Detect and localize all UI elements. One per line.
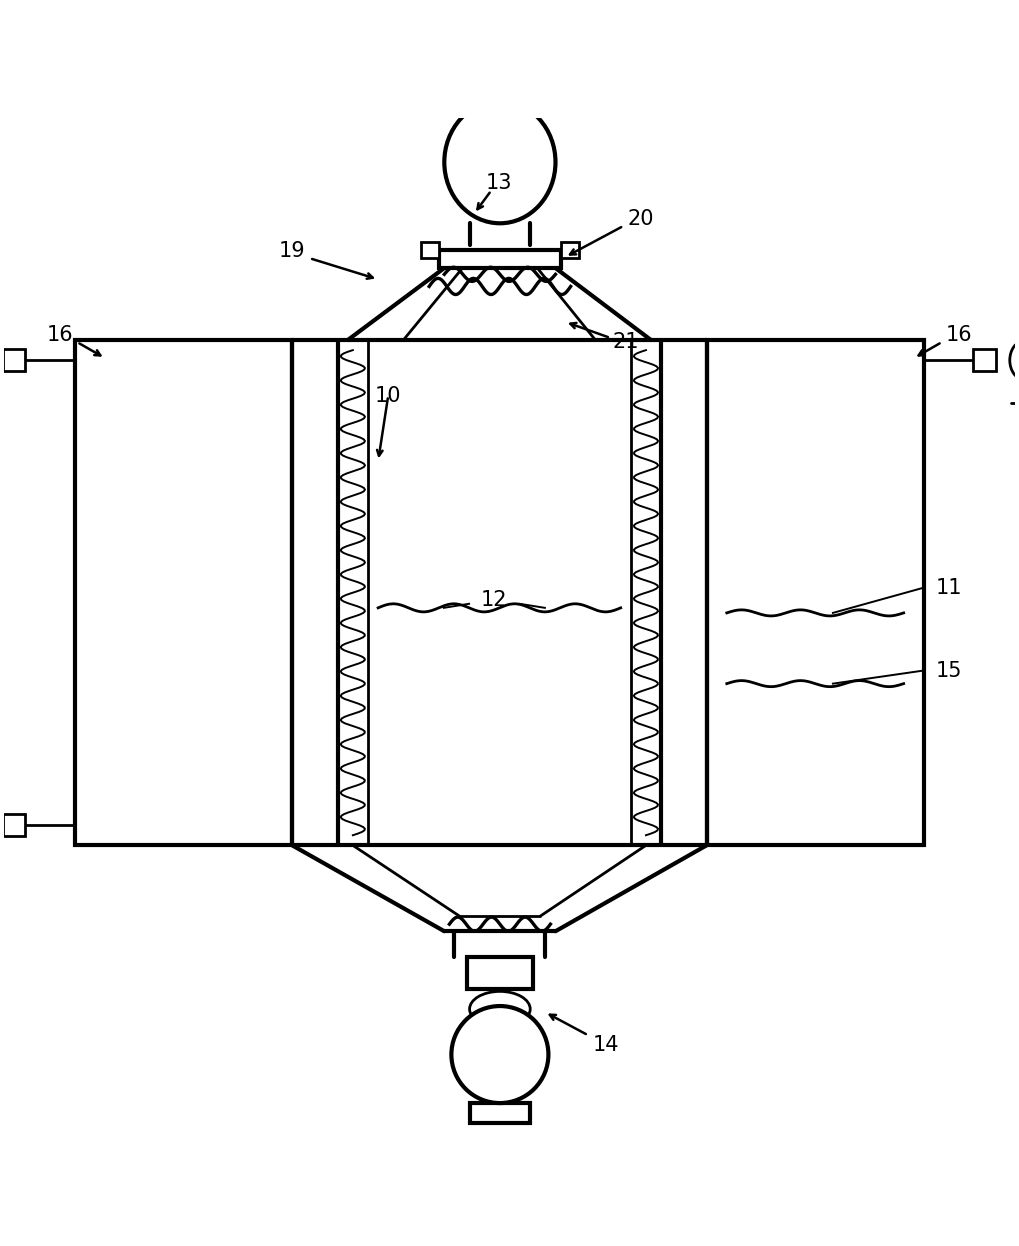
Bar <box>467 957 533 989</box>
Text: 15: 15 <box>935 660 962 680</box>
Text: 16: 16 <box>946 325 972 345</box>
Bar <box>560 243 579 258</box>
Text: 12: 12 <box>481 589 507 609</box>
Bar <box>75 340 292 845</box>
Bar <box>470 1103 530 1124</box>
Circle shape <box>451 1006 548 1103</box>
Text: 21: 21 <box>612 331 639 353</box>
Text: 20: 20 <box>628 209 654 229</box>
Text: 10: 10 <box>375 385 401 406</box>
Bar <box>3 814 25 836</box>
Ellipse shape <box>444 101 555 223</box>
Text: 14: 14 <box>592 1035 619 1055</box>
Text: 16: 16 <box>47 325 73 345</box>
Text: 11: 11 <box>935 578 962 598</box>
Bar <box>439 250 560 268</box>
Bar <box>467 80 533 105</box>
Bar <box>706 340 924 845</box>
Bar <box>3 349 25 371</box>
Bar <box>973 349 996 371</box>
Ellipse shape <box>1010 341 1019 380</box>
Bar <box>421 243 439 258</box>
Text: 13: 13 <box>486 173 513 193</box>
Text: 19: 19 <box>279 240 306 262</box>
Ellipse shape <box>470 992 530 1027</box>
